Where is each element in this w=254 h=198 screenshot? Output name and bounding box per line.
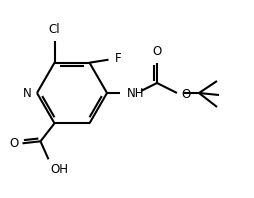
Text: O: O: [181, 88, 190, 101]
Text: O: O: [152, 45, 162, 58]
Text: O: O: [9, 137, 19, 150]
Text: OH: OH: [51, 163, 69, 176]
Text: NH: NH: [127, 87, 145, 100]
Text: Cl: Cl: [49, 23, 60, 36]
Text: N: N: [23, 87, 32, 100]
Text: F: F: [115, 52, 121, 65]
